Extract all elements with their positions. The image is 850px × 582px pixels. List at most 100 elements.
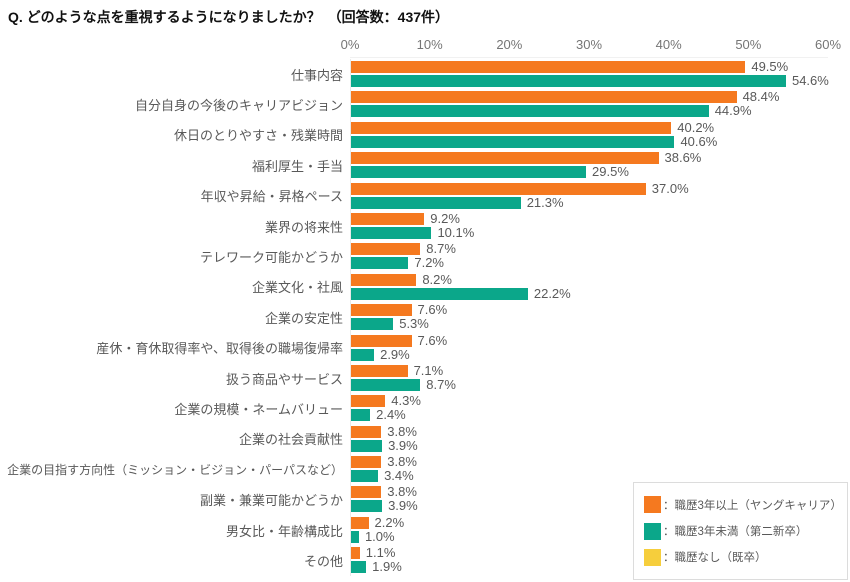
chart-row: 企業の社会貢献性 3.8% 3.9%: [0, 423, 850, 455]
bar-orange: [351, 152, 659, 165]
legend-item-young-career: ：職歴3年以上（ヤングキャリア）: [644, 496, 842, 514]
axis-tick: 40%: [655, 37, 682, 52]
legend-swatch-orange: [644, 496, 661, 514]
chart-row: 企業文化・社風 8.2% 22.2%: [0, 271, 850, 303]
bar-orange: [351, 212, 425, 225]
value-label-teal: 2.9%: [380, 346, 410, 362]
axis-tick: 10%: [416, 37, 443, 52]
bar-group: 3.8% 3.9%: [350, 484, 850, 515]
bar-orange: [351, 516, 369, 529]
bar-teal: [351, 287, 528, 300]
bar-teal: [351, 318, 394, 331]
legend-label: ：職歴なし（既卒）: [663, 552, 767, 565]
bar-teal: [351, 409, 371, 422]
bar-orange: [351, 121, 672, 134]
bar-group: 1.1% 1.9%: [350, 545, 850, 576]
value-label-orange: 40.2%: [677, 119, 715, 135]
bar-orange: [351, 243, 421, 256]
chart-row: 副業・兼業可能かどうか 3.8% 3.9%: [0, 484, 850, 515]
legend-label: ：職歴3年未満（第二新卒）: [663, 526, 808, 538]
value-label-orange: 4.3%: [391, 393, 421, 409]
category-label: 扱う商品やサービス: [225, 371, 343, 387]
value-label-teal: 44.9%: [714, 103, 752, 119]
bar-teal: [351, 378, 421, 391]
value-label-orange: 9.2%: [430, 210, 460, 226]
value-label-orange: 2.2%: [374, 514, 405, 530]
legend: ：職歴3年以上（ヤングキャリア） ：職歴3年未満（第二新卒） ：職歴なし（既卒）: [633, 482, 848, 580]
value-label-teal: 3.9%: [388, 498, 418, 514]
value-label-teal: 10.1%: [437, 224, 475, 240]
value-label-teal: 5.3%: [399, 316, 429, 332]
bar-orange: [351, 273, 417, 286]
value-label-orange: 7.6%: [417, 332, 448, 348]
bar-orange: [351, 395, 386, 408]
category-label: 自分自身の今後のキャリアビジョン: [134, 98, 343, 114]
chart-row: 男女比・年齢構成比 2.2% 1.0%: [0, 514, 850, 546]
bar-teal: [351, 75, 786, 87]
value-label-orange: 38.6%: [664, 150, 702, 166]
chart-row: 業界の将来性 9.2% 10.1%: [0, 210, 850, 242]
value-label-teal: 8.7%: [426, 376, 456, 392]
category-label: テレワーク可能かどうか: [199, 250, 343, 266]
category-label: 企業の安定性: [264, 310, 343, 326]
legend-item-second-shinsotsu: ：職歴3年未満（第二新卒）: [644, 522, 837, 540]
value-label-orange: 3.8%: [387, 484, 417, 500]
value-label-orange: 49.5%: [751, 59, 789, 74]
chart-row: 企業の安定性 7.6% 5.3%: [0, 302, 850, 333]
bar-group: 49.5% 54.6%: [350, 59, 850, 90]
chart-row: 仕事内容 49.5% 54.6%: [0, 59, 850, 90]
category-label: 仕事内容: [290, 67, 343, 83]
value-label-orange: 8.2%: [422, 271, 452, 287]
value-label-orange: 7.1%: [413, 362, 444, 378]
value-label-teal: 1.9%: [372, 559, 402, 575]
chart-row: 産休・育休取得率や、取得後の職場復帰率 7.6% 2.9%: [0, 332, 850, 363]
bar-teal: [351, 530, 359, 543]
axis-tick: 30%: [575, 37, 603, 52]
value-label-teal: 3.4%: [384, 468, 414, 484]
value-label-teal: 40.6%: [680, 133, 718, 149]
bar-group: 7.1% 8.7%: [350, 362, 850, 394]
plot-top-gridline: [350, 57, 828, 58]
page-title: Q. どのような点を重視するようになりましたか？ （回答数：437件）: [8, 9, 450, 25]
bar-teal: [351, 226, 432, 239]
axis-tick: 60%: [814, 37, 842, 52]
bar-orange: [351, 486, 382, 499]
bar-group: 2.2% 1.0%: [350, 514, 850, 546]
bar-group: 3.8% 3.4%: [350, 454, 850, 485]
bar-group: 40.2% 40.6%: [350, 119, 850, 151]
bar-teal: [351, 439, 383, 452]
category-label: その他: [303, 553, 343, 569]
chart-row: その他 1.1% 1.9%: [0, 545, 850, 576]
value-label-teal: 29.5%: [592, 164, 629, 180]
bar-group: 4.3% 2.4%: [350, 393, 850, 424]
chart-rows: 仕事内容 49.5% 54.6% 自分自身の今後のキャリアビジョン 48.4% 44.9%…: [0, 59, 850, 576]
value-label-orange: 7.6%: [417, 302, 448, 318]
value-label-orange: 3.8%: [387, 454, 417, 470]
bar-teal: [351, 257, 409, 270]
bar-teal: [351, 561, 367, 574]
category-label: 企業の規模・ネームバリュー: [174, 401, 343, 417]
bar-orange: [351, 456, 382, 469]
bar-orange: [351, 334, 412, 347]
chart-row: 企業の目指す方向性（ミッション・ビジョン・パーパスなど） 3.8% 3.4%: [0, 454, 850, 485]
bar-teal: [351, 470, 379, 483]
bar-teal: [351, 348, 375, 361]
bar-group: 7.6% 5.3%: [350, 302, 850, 333]
legend-item-kisotsu: ：職歴なし（既卒）: [644, 548, 837, 566]
value-label-teal: 2.4%: [376, 407, 406, 423]
chart-row: 年収や昇給・昇格ペース 37.0% 21.3%: [0, 180, 850, 211]
bar-group: 8.7% 7.2%: [350, 241, 850, 272]
chart-row: 福利厚生・手当 38.6% 29.5%: [0, 150, 850, 181]
legend-swatch-teal: [644, 522, 661, 540]
bar-orange: [351, 61, 746, 73]
bar-group: 37.0% 21.3%: [350, 180, 850, 211]
value-label-teal: 1.0%: [364, 528, 395, 544]
bar-orange: [351, 547, 360, 560]
value-label-orange: 8.7%: [426, 241, 456, 257]
category-label: 企業の目指す方向性（ミッション・ビジョン・パーパスなど）: [7, 462, 343, 477]
bar-group: 7.6% 2.9%: [350, 332, 850, 363]
axis-tick: 20%: [496, 37, 523, 52]
category-label: 業界の将来性: [264, 219, 343, 235]
value-label-teal: 21.3%: [526, 194, 564, 210]
bar-teal: [351, 196, 521, 209]
